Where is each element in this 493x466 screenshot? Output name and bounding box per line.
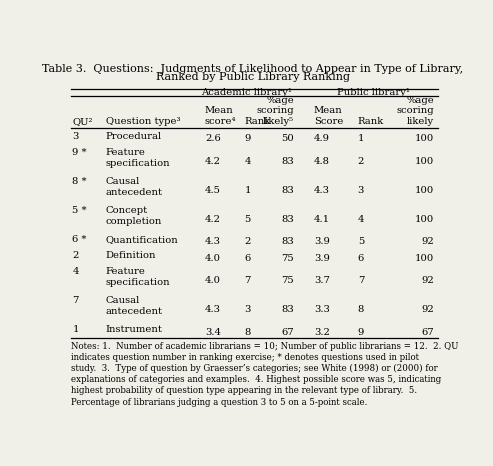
Text: 4.3: 4.3 xyxy=(205,305,221,314)
Text: 8: 8 xyxy=(244,328,250,337)
Text: 92: 92 xyxy=(422,305,434,314)
Text: 5 *: 5 * xyxy=(72,206,87,215)
Text: 5: 5 xyxy=(358,238,364,247)
Text: 4: 4 xyxy=(72,267,79,276)
Text: Instrument: Instrument xyxy=(106,325,162,335)
Text: Definition: Definition xyxy=(106,251,156,260)
Text: Rank: Rank xyxy=(358,117,384,126)
Text: 4.0: 4.0 xyxy=(205,276,221,285)
Text: 4: 4 xyxy=(244,157,251,166)
Text: 4.3: 4.3 xyxy=(314,186,330,195)
Text: 4: 4 xyxy=(358,215,364,224)
Text: %age
scoring
likely: %age scoring likely xyxy=(396,96,434,126)
Text: 92: 92 xyxy=(422,238,434,247)
Text: Ranked by Public Library Ranking: Ranked by Public Library Ranking xyxy=(156,72,350,82)
Text: 67: 67 xyxy=(422,328,434,337)
Text: 83: 83 xyxy=(281,215,294,224)
Text: 6: 6 xyxy=(358,254,364,263)
Text: Mean
score⁴: Mean score⁴ xyxy=(205,107,237,126)
Text: 8: 8 xyxy=(358,305,364,314)
Text: 100: 100 xyxy=(415,157,434,166)
Text: 5: 5 xyxy=(244,215,250,224)
Text: 2: 2 xyxy=(244,238,250,247)
Text: 2: 2 xyxy=(72,251,79,260)
Text: 4.2: 4.2 xyxy=(205,157,221,166)
Text: 3: 3 xyxy=(244,305,250,314)
Text: 6 *: 6 * xyxy=(72,235,87,244)
Text: %age
scoring
likely⁵: %age scoring likely⁵ xyxy=(256,96,294,126)
Text: 3.9: 3.9 xyxy=(314,254,330,263)
Text: 4.9: 4.9 xyxy=(314,134,330,143)
Text: Question type³: Question type³ xyxy=(106,117,180,126)
Text: 75: 75 xyxy=(281,254,294,263)
Text: 3.7: 3.7 xyxy=(314,276,330,285)
Text: 3.9: 3.9 xyxy=(314,238,330,247)
Text: 9: 9 xyxy=(358,328,364,337)
Text: 83: 83 xyxy=(281,305,294,314)
Text: Procedural: Procedural xyxy=(106,131,162,141)
Text: 92: 92 xyxy=(422,276,434,285)
Text: QU²: QU² xyxy=(72,117,93,126)
Text: 3: 3 xyxy=(72,131,79,141)
Text: Feature
specification: Feature specification xyxy=(106,148,170,168)
Text: 6: 6 xyxy=(244,254,250,263)
Text: Table 3.  Questions:  Judgments of Likelihood to Appear in Type of Library,: Table 3. Questions: Judgments of Likelih… xyxy=(42,64,463,74)
Text: 3: 3 xyxy=(358,186,364,195)
Text: 4.3: 4.3 xyxy=(205,238,221,247)
Text: 83: 83 xyxy=(281,186,294,195)
Text: Mean
Score: Mean Score xyxy=(314,107,343,126)
Text: 4.2: 4.2 xyxy=(205,215,221,224)
Text: 2.6: 2.6 xyxy=(205,134,221,143)
Text: Feature
specification: Feature specification xyxy=(106,267,170,288)
Text: 100: 100 xyxy=(415,134,434,143)
Text: 100: 100 xyxy=(415,254,434,263)
Text: 4.0: 4.0 xyxy=(205,254,221,263)
Text: 1: 1 xyxy=(244,186,251,195)
Text: 8 *: 8 * xyxy=(72,177,87,186)
Text: 3.4: 3.4 xyxy=(205,328,221,337)
Text: 7: 7 xyxy=(358,276,364,285)
Text: 83: 83 xyxy=(281,238,294,247)
Text: 100: 100 xyxy=(415,186,434,195)
Text: Academic library¹: Academic library¹ xyxy=(202,88,292,97)
Text: 2: 2 xyxy=(358,157,364,166)
Text: Concept
completion: Concept completion xyxy=(106,206,162,226)
Text: Public library¹: Public library¹ xyxy=(337,88,410,97)
Text: 9: 9 xyxy=(244,134,250,143)
Text: 4.1: 4.1 xyxy=(314,215,330,224)
Text: 100: 100 xyxy=(415,215,434,224)
Text: 3.3: 3.3 xyxy=(314,305,330,314)
Text: 67: 67 xyxy=(282,328,294,337)
Text: Causal
antecedent: Causal antecedent xyxy=(106,296,163,316)
Text: 4.8: 4.8 xyxy=(314,157,330,166)
Text: 7: 7 xyxy=(244,276,250,285)
Text: Causal
antecedent: Causal antecedent xyxy=(106,177,163,197)
Text: 4.5: 4.5 xyxy=(205,186,221,195)
Text: 83: 83 xyxy=(281,157,294,166)
Text: Quantification: Quantification xyxy=(106,235,178,244)
Text: Rank: Rank xyxy=(244,117,271,126)
Text: 7: 7 xyxy=(72,296,79,305)
Text: 9 *: 9 * xyxy=(72,148,87,157)
Text: 50: 50 xyxy=(281,134,294,143)
Text: 3.2: 3.2 xyxy=(314,328,330,337)
Text: 75: 75 xyxy=(281,276,294,285)
Text: Notes: 1.  Number of academic librarians = 10; Number of public librarians = 12.: Notes: 1. Number of academic librarians … xyxy=(71,342,458,406)
Text: 1: 1 xyxy=(358,134,364,143)
Text: 1: 1 xyxy=(72,325,79,335)
